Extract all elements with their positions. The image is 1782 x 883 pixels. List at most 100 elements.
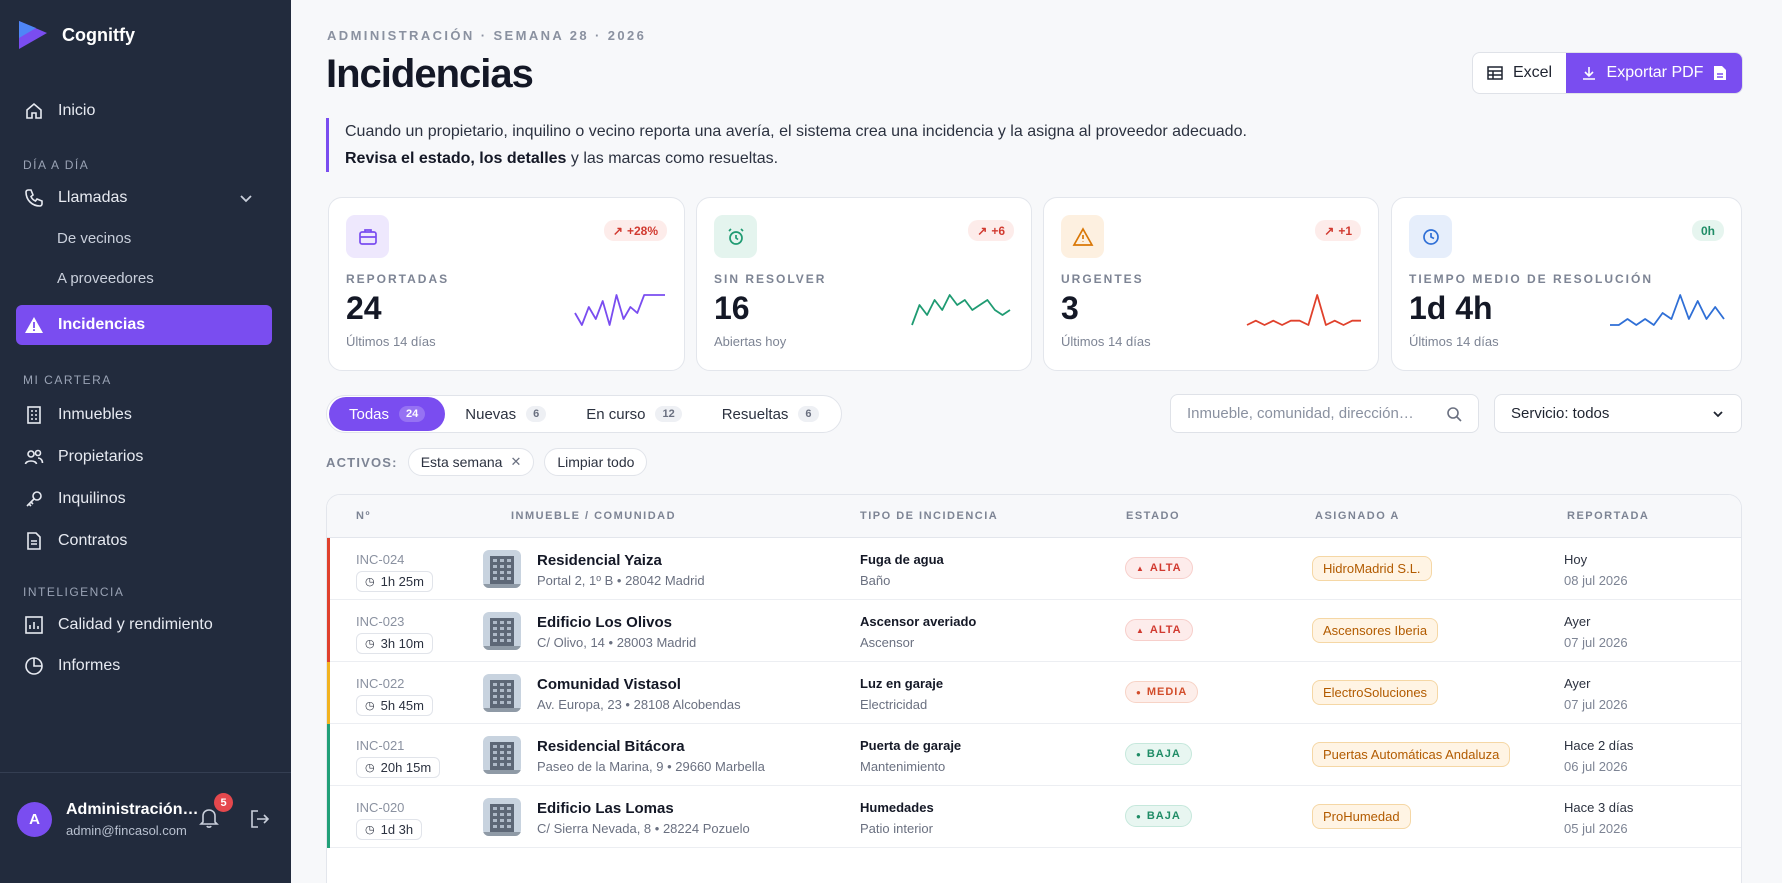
export-buttons: Excel Exportar PDF (1472, 52, 1743, 94)
age-badge: ◷ 1h 25m (356, 571, 433, 592)
incident-type: Luz en garaje (860, 676, 944, 691)
sidebar-item-inicio[interactable]: Inicio (16, 91, 272, 131)
table-header: Nº INMUEBLE / COMUNIDAD TIPO DE INCIDENC… (327, 495, 1741, 538)
clear-all-button[interactable]: Limpiar todo (544, 448, 648, 476)
service-select[interactable]: Servicio: todos (1494, 394, 1742, 433)
assignee-badge[interactable]: ElectroSoluciones (1312, 680, 1439, 705)
column-header[interactable]: INMUEBLE / COMUNIDAD (511, 510, 677, 522)
sidebar-item-inquilinos[interactable]: Inquilinos (16, 479, 272, 519)
active-filters: ACTIVOS: Esta semana ✕ Limpiar todo (326, 448, 648, 476)
sidebar-item-informes[interactable]: Informes (16, 646, 272, 686)
age-value: 1d 3h (380, 822, 414, 837)
trend-badge: ↗ +1 (1315, 220, 1361, 241)
sidebar-item-llamadas[interactable]: Llamadas (16, 178, 272, 218)
status-dot-icon: ● (1136, 749, 1142, 759)
sidebar-item-label: Llamadas (58, 189, 128, 206)
trend-value: +1 (1338, 223, 1352, 238)
age-value: 5h 45m (380, 698, 424, 713)
column-header[interactable]: ASIGNADO A (1315, 510, 1400, 522)
clock-icon (1409, 215, 1452, 258)
intro-line-2-rest: y las marcas como resueltas. (566, 150, 779, 167)
status-badge: ● MEDIA (1125, 681, 1199, 703)
trend-arrow-icon: ↗ (612, 223, 623, 238)
tab-label: Resueltas (721, 405, 789, 423)
tab-todas[interactable]: Todas 24 (329, 397, 446, 431)
column-header[interactable]: REPORTADA (1567, 510, 1650, 522)
filter-chip-esta-semana[interactable]: Esta semana ✕ (407, 448, 535, 476)
intro-line-2: Revisa el estado, los detalles y las mar… (345, 145, 1247, 172)
table-row[interactable]: INC-024 ◷ 1h 25m Residencial Yaiza Portal… (327, 538, 1741, 600)
section-mi-cartera: MI CARTERA (23, 373, 112, 387)
sparkline (1610, 294, 1725, 326)
property-name[interactable]: Residencial Bitácora (537, 738, 685, 755)
tab-resueltas[interactable]: Resueltas 6 (702, 397, 839, 431)
property-name[interactable]: Residencial Yaiza (537, 552, 662, 569)
table-row[interactable]: INC-023 ◷ 3h 10m Edificio Los Olivos C/ O… (327, 600, 1741, 662)
sidebar-item-inmuebles[interactable]: Inmuebles (16, 395, 272, 435)
address-postcode: 28003 Madrid (616, 635, 697, 650)
sidebar-item-incidencias[interactable]: Incidencias (16, 305, 272, 345)
sidebar-item-contratos[interactable]: Contratos (16, 521, 272, 561)
trend-badge: 0h (1691, 220, 1724, 241)
assignee-badge[interactable]: Puertas Automáticas Andaluza (1312, 742, 1511, 767)
brand[interactable]: Cognitfy (18, 20, 135, 50)
search-input[interactable]: Inmueble, comunidad, dirección… (1170, 394, 1479, 433)
kpi-value: 16 (714, 290, 750, 326)
column-header[interactable]: TIPO DE INCIDENCIA (860, 510, 999, 522)
active-filters-label: ACTIVOS: (326, 454, 398, 470)
priority-accent (327, 662, 330, 724)
file-icon (1714, 66, 1727, 80)
kpi-value: 3 (1061, 290, 1079, 326)
excel-button[interactable]: Excel (1473, 53, 1566, 93)
status-label: BAJA (1146, 810, 1181, 822)
column-header[interactable]: Nº (356, 510, 371, 522)
bell-icon[interactable] (199, 807, 219, 829)
tab-en-curso[interactable]: En curso 12 (566, 397, 701, 431)
address-street: C/ Olivo, 14 (537, 635, 605, 650)
kpi-card-reportadas[interactable]: ↗ +28% REPORTADAS 24 Últimos 14 días (328, 197, 685, 371)
property-name[interactable]: Edificio Los Olivos (537, 614, 673, 631)
building-icon (27, 406, 41, 424)
column-header[interactable]: ESTADO (1126, 510, 1181, 522)
property-name[interactable]: Comunidad Vistasol (537, 676, 681, 693)
page-title: Incidencias (326, 52, 534, 96)
property-address: Av. Europa, 23 • 28108 Alcobendas (537, 697, 741, 712)
kpi-card-urgentes[interactable]: ↗ +1 URGENTES 3 Últimos 14 días (1043, 197, 1379, 371)
kpi-card-sin-resolver[interactable]: ↗ +6 SIN RESOLVER 16 Abiertas hoy (696, 197, 1032, 371)
phone-icon (25, 189, 43, 207)
sidebar-item-label: Calidad y rendimiento (58, 616, 213, 633)
sidebar-item-label: Inmuebles (58, 406, 132, 423)
chevron-down-icon[interactable] (238, 190, 254, 206)
assignee-badge[interactable]: Ascensores Iberia (1312, 618, 1439, 643)
tab-nuevas[interactable]: Nuevas 6 (445, 397, 566, 431)
kpi-subtitle: Abiertas hoy (714, 334, 787, 349)
sidebar-item-a-proveedores[interactable]: A proveedores (57, 270, 154, 287)
table-row[interactable]: INC-022 ◷ 5h 45m Comunidad Vistasol Av. E… (327, 662, 1741, 724)
tab-label: Todas (349, 405, 390, 423)
logout-icon[interactable] (249, 808, 271, 830)
assignee-badge[interactable]: ProHumedad (1312, 804, 1411, 829)
trend-value: +6 (991, 223, 1005, 238)
age-badge: ◷ 1d 3h (356, 819, 423, 840)
sidebar-item-de-vecinos[interactable]: De vecinos (57, 230, 132, 247)
trend-value: +28% (626, 223, 658, 238)
table-row[interactable]: INC-021 ◷ 20h 15m Residencial Bitácora Pa… (327, 724, 1741, 786)
user-profile[interactable]: A Administración… admin@fincasol.com (17, 801, 198, 838)
property-name[interactable]: Edificio Las Lomas (537, 800, 674, 817)
priority-accent (327, 786, 330, 848)
close-icon[interactable]: ✕ (510, 454, 522, 469)
kpi-card-tiempo-medio[interactable]: 0h TIEMPO MEDIO DE RESOLUCIÓN 1d 4h Últi… (1391, 197, 1742, 371)
status-dot-icon: ● (1136, 687, 1142, 697)
property-address: C/ Sierra Nevada, 8 • 28224 Pozuelo (537, 821, 750, 836)
status-badge: ● BAJA (1125, 805, 1192, 827)
sidebar-item-propietarios[interactable]: Propietarios (16, 437, 272, 477)
reported-relative: Hace 3 días (1564, 800, 1634, 815)
export-pdf-button[interactable]: Exportar PDF (1566, 53, 1742, 93)
table-row[interactable]: INC-020 ◷ 1d 3h Edificio Las Lomas C/ Sie… (327, 786, 1741, 848)
users-icon (24, 449, 44, 465)
status-dot-icon: ● (1136, 811, 1142, 821)
assignee-badge[interactable]: HidroMadrid S.L. (1312, 556, 1432, 581)
reported-date: 06 jul 2026 (1564, 759, 1628, 774)
incidents-table: Nº INMUEBLE / COMUNIDAD TIPO DE INCIDENC… (326, 494, 1742, 883)
sidebar-item-calidad[interactable]: Calidad y rendimiento (16, 605, 272, 645)
